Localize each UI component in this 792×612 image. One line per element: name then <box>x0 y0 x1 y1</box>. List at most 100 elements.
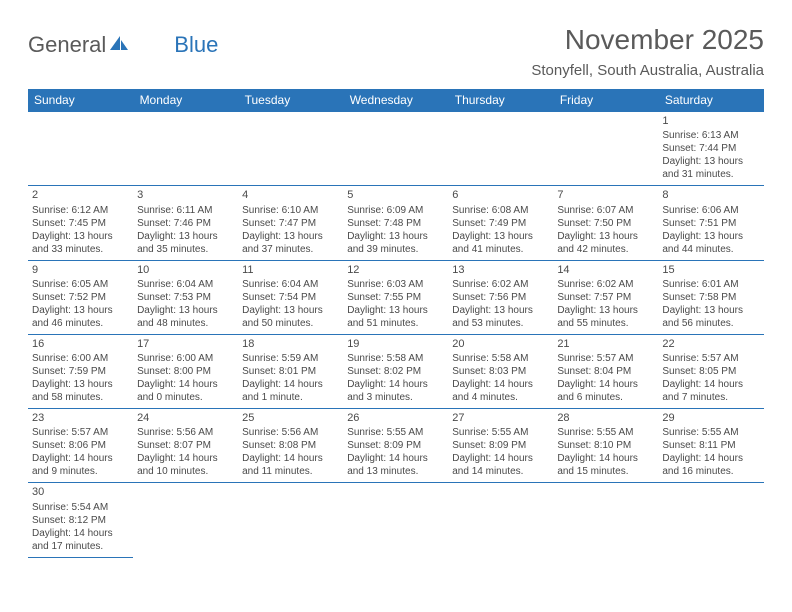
logo-sail-icon <box>108 32 130 58</box>
day-number: 12 <box>347 263 444 277</box>
sunset-text: Sunset: 8:07 PM <box>137 439 234 452</box>
sunset-text: Sunset: 8:12 PM <box>32 514 129 527</box>
sunrise-text: Sunrise: 5:55 AM <box>557 426 654 439</box>
calendar-cell <box>133 112 238 186</box>
sunset-text: Sunset: 7:46 PM <box>137 217 234 230</box>
calendar-header-row: SundayMondayTuesdayWednesdayThursdayFrid… <box>28 89 764 112</box>
sunrise-text: Sunrise: 6:09 AM <box>347 204 444 217</box>
day-header: Sunday <box>28 89 133 112</box>
day-number: 28 <box>557 411 654 425</box>
sunset-text: Sunset: 8:05 PM <box>662 365 759 378</box>
sunrise-text: Sunrise: 6:10 AM <box>242 204 339 217</box>
sunset-text: Sunset: 7:55 PM <box>347 291 444 304</box>
sunset-text: Sunset: 7:52 PM <box>32 291 129 304</box>
sunrise-text: Sunrise: 5:59 AM <box>242 352 339 365</box>
day-number: 29 <box>662 411 759 425</box>
sunset-text: Sunset: 7:47 PM <box>242 217 339 230</box>
calendar-cell: 5 Sunrise: 6:09 AMSunset: 7:48 PMDaylight… <box>343 186 448 260</box>
day-number: 14 <box>557 263 654 277</box>
calendar-cell: 27Sunrise: 5:55 AMSunset: 8:09 PMDayligh… <box>448 409 553 483</box>
daylight-text: Daylight: 13 hours and 35 minutes. <box>137 230 234 256</box>
sunset-text: Sunset: 7:48 PM <box>347 217 444 230</box>
daylight-text: Daylight: 13 hours and 39 minutes. <box>347 230 444 256</box>
day-number: 27 <box>452 411 549 425</box>
day-header: Thursday <box>448 89 553 112</box>
calendar-cell: 8Sunrise: 6:06 AMSunset: 7:51 PMDaylight… <box>658 186 763 260</box>
daylight-text: Daylight: 13 hours and 51 minutes. <box>347 304 444 330</box>
sunrise-text: Sunrise: 5:55 AM <box>347 426 444 439</box>
day-number: 5 <box>347 188 444 202</box>
calendar-cell <box>658 483 763 557</box>
sunrise-text: Sunrise: 5:55 AM <box>662 426 759 439</box>
calendar-cell: 29Sunrise: 5:55 AMSunset: 8:11 PMDayligh… <box>658 409 763 483</box>
daylight-text: Daylight: 14 hours and 7 minutes. <box>662 378 759 404</box>
day-number: 15 <box>662 263 759 277</box>
day-number: 10 <box>137 263 234 277</box>
calendar-week: 30Sunrise: 5:54 AMSunset: 8:12 PMDayligh… <box>28 483 764 557</box>
calendar-cell: 11Sunrise: 6:04 AMSunset: 7:54 PMDayligh… <box>238 260 343 334</box>
sunrise-text: Sunrise: 6:03 AM <box>347 278 444 291</box>
day-header: Wednesday <box>343 89 448 112</box>
header: General Blue November 2025 Stonyfell, So… <box>28 24 764 79</box>
calendar-cell: 24Sunrise: 5:56 AMSunset: 8:07 PMDayligh… <box>133 409 238 483</box>
calendar-week: 2Sunrise: 6:12 AMSunset: 7:45 PMDaylight… <box>28 186 764 260</box>
sunrise-text: Sunrise: 6:00 AM <box>137 352 234 365</box>
calendar-cell <box>343 483 448 557</box>
day-number: 26 <box>347 411 444 425</box>
day-header: Tuesday <box>238 89 343 112</box>
sunset-text: Sunset: 8:11 PM <box>662 439 759 452</box>
calendar-week: 1Sunrise: 6:13 AMSunset: 7:44 PMDaylight… <box>28 112 764 186</box>
daylight-text: Daylight: 13 hours and 53 minutes. <box>452 304 549 330</box>
calendar-cell: 3Sunrise: 6:11 AMSunset: 7:46 PMDaylight… <box>133 186 238 260</box>
sunset-text: Sunset: 7:53 PM <box>137 291 234 304</box>
daylight-text: Daylight: 14 hours and 1 minute. <box>242 378 339 404</box>
day-number: 22 <box>662 337 759 351</box>
day-number: 21 <box>557 337 654 351</box>
day-number: 20 <box>452 337 549 351</box>
calendar-cell: 6Sunrise: 6:08 AMSunset: 7:49 PMDaylight… <box>448 186 553 260</box>
calendar-cell: 10Sunrise: 6:04 AMSunset: 7:53 PMDayligh… <box>133 260 238 334</box>
daylight-text: Daylight: 13 hours and 55 minutes. <box>557 304 654 330</box>
daylight-text: Daylight: 14 hours and 0 minutes. <box>137 378 234 404</box>
calendar-cell <box>343 112 448 186</box>
calendar-page: General Blue November 2025 Stonyfell, So… <box>0 0 792 558</box>
calendar-cell: 1Sunrise: 6:13 AMSunset: 7:44 PMDaylight… <box>658 112 763 186</box>
sunset-text: Sunset: 8:02 PM <box>347 365 444 378</box>
sunset-text: Sunset: 7:50 PM <box>557 217 654 230</box>
sunrise-text: Sunrise: 6:06 AM <box>662 204 759 217</box>
sunset-text: Sunset: 8:01 PM <box>242 365 339 378</box>
sunset-text: Sunset: 8:04 PM <box>557 365 654 378</box>
calendar-cell: 15Sunrise: 6:01 AMSunset: 7:58 PMDayligh… <box>658 260 763 334</box>
sunset-text: Sunset: 7:58 PM <box>662 291 759 304</box>
daylight-text: Daylight: 13 hours and 50 minutes. <box>242 304 339 330</box>
sunrise-text: Sunrise: 5:57 AM <box>557 352 654 365</box>
logo-text-general: General <box>28 32 106 58</box>
sunrise-text: Sunrise: 6:04 AM <box>242 278 339 291</box>
calendar-cell: 7Sunrise: 6:07 AMSunset: 7:50 PMDaylight… <box>553 186 658 260</box>
calendar-body: 1Sunrise: 6:13 AMSunset: 7:44 PMDaylight… <box>28 112 764 558</box>
daylight-text: Daylight: 14 hours and 3 minutes. <box>347 378 444 404</box>
day-number: 1 <box>662 114 759 128</box>
day-number: 4 <box>242 188 339 202</box>
calendar-cell: 18Sunrise: 5:59 AMSunset: 8:01 PMDayligh… <box>238 334 343 408</box>
daylight-text: Daylight: 13 hours and 33 minutes. <box>32 230 129 256</box>
day-number: 19 <box>347 337 444 351</box>
calendar-cell <box>238 112 343 186</box>
daylight-text: Daylight: 13 hours and 56 minutes. <box>662 304 759 330</box>
daylight-text: Daylight: 14 hours and 13 minutes. <box>347 452 444 478</box>
calendar-cell: 26Sunrise: 5:55 AMSunset: 8:09 PMDayligh… <box>343 409 448 483</box>
daylight-text: Daylight: 13 hours and 46 minutes. <box>32 304 129 330</box>
daylight-text: Daylight: 13 hours and 44 minutes. <box>662 230 759 256</box>
calendar-table: SundayMondayTuesdayWednesdayThursdayFrid… <box>28 89 764 558</box>
sunrise-text: Sunrise: 6:02 AM <box>452 278 549 291</box>
sunrise-text: Sunrise: 5:57 AM <box>662 352 759 365</box>
calendar-cell: 23Sunrise: 5:57 AMSunset: 8:06 PMDayligh… <box>28 409 133 483</box>
daylight-text: Daylight: 14 hours and 6 minutes. <box>557 378 654 404</box>
calendar-cell: 4Sunrise: 6:10 AMSunset: 7:47 PMDaylight… <box>238 186 343 260</box>
sunrise-text: Sunrise: 6:04 AM <box>137 278 234 291</box>
day-header: Friday <box>553 89 658 112</box>
sunrise-text: Sunrise: 6:02 AM <box>557 278 654 291</box>
sunrise-text: Sunrise: 6:07 AM <box>557 204 654 217</box>
month-title: November 2025 <box>531 24 764 56</box>
day-header: Monday <box>133 89 238 112</box>
